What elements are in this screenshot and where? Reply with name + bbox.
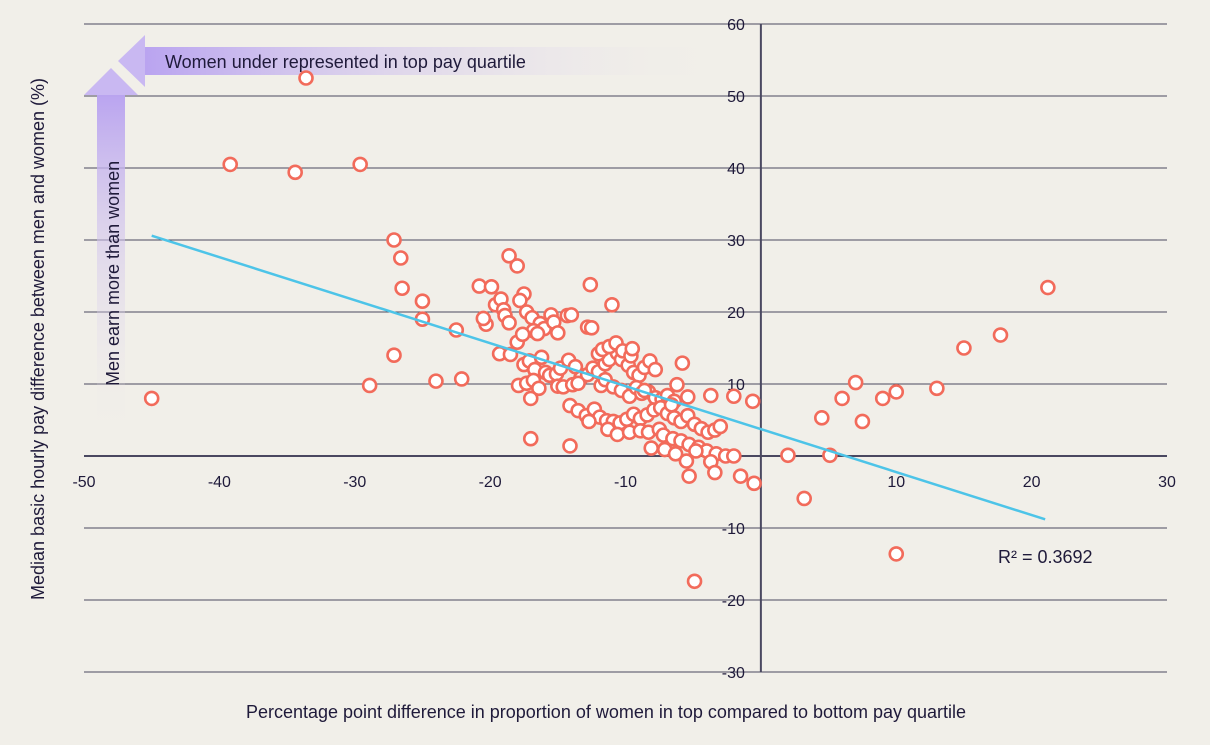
trendline-line [151, 234, 1046, 521]
data-point [686, 573, 703, 590]
trendline [151, 234, 1046, 521]
y-tick-label: 30 [727, 233, 745, 250]
horizontal-arrow: Women under represented in top pay quart… [118, 35, 732, 87]
data-point [956, 340, 972, 356]
y-axis-title: Median basic hourly pay difference betwe… [28, 78, 48, 600]
data-point [732, 468, 749, 484]
tick-labels: -50 -40 -30 -20 -10 10 20 30-30-20-101020304050… [72, 17, 1176, 682]
data-point [667, 446, 684, 462]
x-tick-label: 30 [1158, 474, 1176, 491]
data-points [143, 70, 1056, 590]
data-point [847, 374, 864, 391]
y-tick-label: 20 [727, 305, 745, 322]
x-tick-label: 20 [1023, 474, 1041, 491]
data-point [428, 373, 444, 389]
data-point [581, 413, 597, 430]
data-point [298, 70, 314, 86]
data-point [707, 464, 723, 481]
data-point [624, 340, 641, 357]
data-point [679, 389, 696, 405]
data-point [361, 377, 378, 394]
data-point [453, 371, 470, 387]
data-point [392, 250, 409, 266]
data-point [929, 380, 945, 397]
data-point [992, 327, 1009, 343]
x-tick-label: -10 [614, 474, 637, 491]
data-point [702, 387, 719, 404]
y-tick-label: -20 [722, 593, 745, 610]
data-point [796, 490, 812, 507]
data-point [746, 475, 762, 492]
data-point [563, 307, 580, 323]
data-point [688, 443, 704, 459]
data-point [874, 390, 891, 407]
data-point [725, 448, 742, 464]
x-tick-label: 10 [887, 474, 905, 491]
data-point [501, 314, 517, 331]
vertical-arrow-label: Men earn more than women [103, 161, 123, 386]
data-point [531, 380, 547, 397]
data-point [475, 310, 492, 327]
data-point [643, 440, 660, 456]
data-point [394, 280, 410, 297]
data-point [514, 326, 531, 343]
x-tick-label: -50 [72, 474, 95, 491]
data-point [529, 325, 546, 342]
data-point [522, 390, 539, 407]
data-point [570, 375, 586, 392]
data-point [512, 292, 528, 309]
data-point [725, 388, 742, 405]
data-point [352, 156, 368, 173]
data-point [681, 468, 697, 484]
data-point [414, 293, 431, 310]
data-point [550, 325, 566, 341]
vertical-arrow: Men earn more than women [84, 68, 138, 442]
data-point [386, 232, 402, 248]
x-tick-label: -30 [343, 474, 366, 491]
data-point [501, 248, 517, 264]
y-tick-label: 50 [727, 89, 745, 106]
y-tick-label: 60 [727, 17, 745, 34]
data-point [583, 320, 600, 336]
r-squared-label: R² = 0.3692 [998, 547, 1093, 567]
data-point [744, 393, 761, 410]
data-point [888, 384, 905, 400]
data-point [386, 347, 402, 364]
data-point [509, 258, 526, 274]
data-point [1040, 279, 1056, 296]
data-point [522, 430, 539, 447]
x-tick-label: -20 [479, 474, 502, 491]
data-point [562, 438, 578, 454]
data-point [483, 278, 500, 295]
y-tick-label: 40 [727, 161, 745, 178]
data-point [813, 410, 830, 426]
data-point [609, 426, 626, 443]
data-point [143, 390, 160, 407]
data-point [287, 164, 303, 181]
data-point [712, 418, 729, 435]
data-point [582, 276, 599, 293]
data-point [604, 296, 620, 313]
data-point [780, 447, 796, 464]
data-point [669, 376, 685, 393]
data-point [674, 355, 691, 371]
x-tick-label: -40 [208, 474, 231, 491]
axes [84, 24, 1167, 672]
data-point [888, 546, 905, 562]
x-axis-title: Percentage point difference in proportio… [246, 702, 966, 722]
grid-lines [84, 23, 1167, 673]
data-point [678, 453, 695, 469]
data-point [854, 413, 871, 430]
data-point [222, 156, 239, 173]
y-tick-label: -10 [722, 521, 745, 538]
data-point [834, 390, 850, 407]
y-tick-label: -30 [722, 665, 745, 682]
data-point [647, 361, 664, 378]
horizontal-arrow-label: Women under represented in top pay quart… [165, 52, 526, 72]
